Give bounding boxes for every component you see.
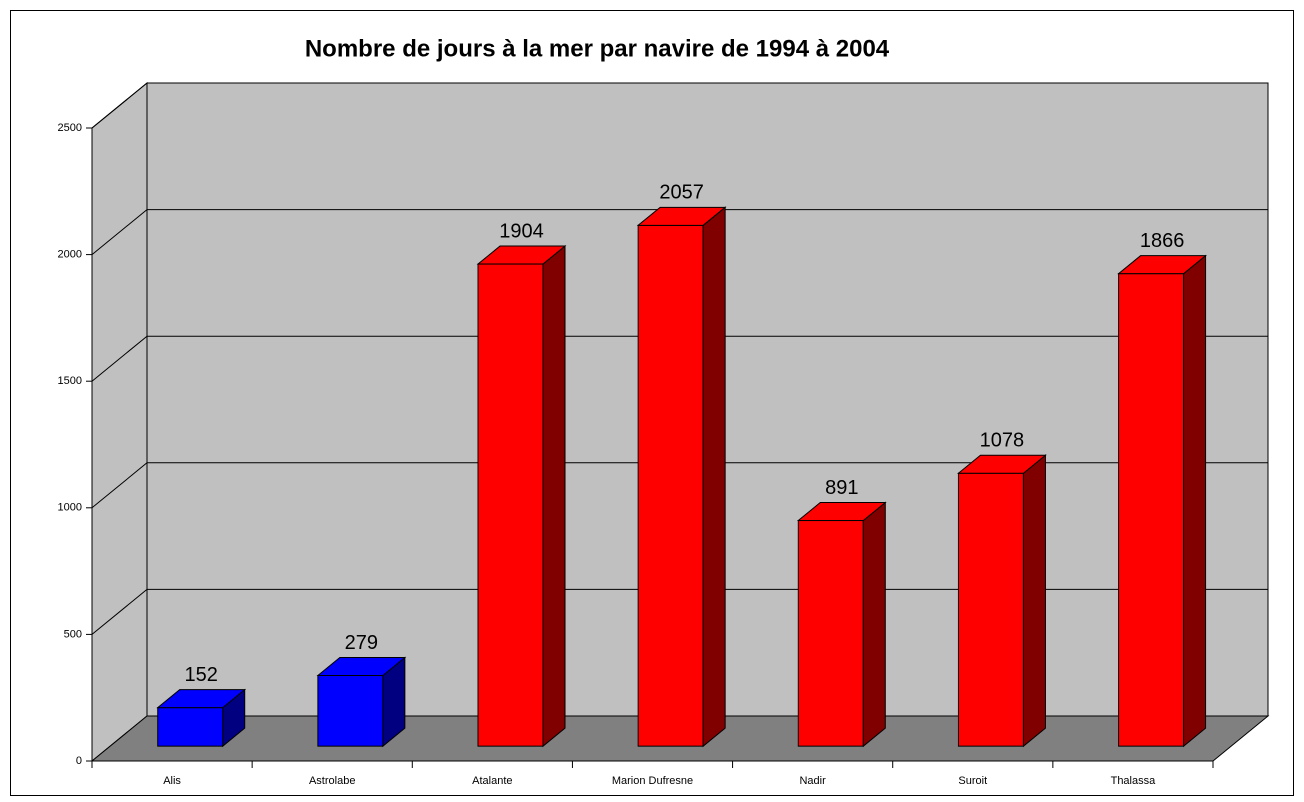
x-tick-label: Astrolabe: [309, 775, 355, 787]
x-tick-label: Alis: [163, 775, 181, 787]
value-label: 279: [345, 632, 378, 654]
value-label: 1866: [1140, 230, 1185, 252]
grid-line: [91, 209, 1268, 255]
bar-side: [702, 206, 726, 748]
bar-top: [1117, 255, 1207, 275]
x-tick-label: Thalassa: [1111, 775, 1157, 787]
bar-top: [476, 245, 567, 265]
x-tick-label: Nadir: [799, 775, 826, 787]
bar-top: [796, 502, 887, 522]
bar-top: [316, 657, 407, 677]
y-tick-label: 500: [64, 628, 82, 640]
grid-line: [91, 82, 1268, 129]
bar: [797, 520, 864, 747]
bar-top: [156, 689, 247, 709]
bar-side: [542, 245, 566, 748]
value-label: 152: [185, 664, 218, 686]
value-label: 2057: [659, 182, 704, 204]
bar-side: [862, 501, 886, 748]
grid-line: [91, 462, 1268, 509]
bar: [957, 472, 1024, 747]
value-label: 1078: [980, 429, 1025, 451]
x-tick-label: Marion Dufresne: [612, 775, 693, 787]
bar: [317, 675, 384, 747]
x-tick-label: Suroit: [958, 775, 987, 787]
y-tick-label: 1500: [58, 375, 82, 387]
bar: [1118, 273, 1185, 747]
y-tick-label: 0: [76, 755, 82, 767]
bar: [157, 707, 224, 747]
bar-top: [957, 454, 1047, 474]
grid-line: [91, 335, 1268, 382]
y-tick-label: 2500: [58, 122, 82, 134]
bar-top: [636, 206, 727, 226]
bar-side: [1022, 454, 1046, 748]
y-tick-label: 1000: [58, 502, 82, 514]
side-wall: [91, 81, 148, 763]
bar: [637, 224, 704, 747]
chart-title: Nombre de jours à la mer par navire de 1…: [305, 35, 890, 62]
x-tick-label: Atalante: [472, 775, 512, 787]
grid-line: [91, 588, 1268, 635]
value-label: 891: [825, 477, 858, 499]
bar-side: [1183, 254, 1207, 748]
value-label: 1904: [499, 220, 544, 242]
y-tick-label: 2000: [58, 249, 82, 261]
bar: [477, 263, 544, 747]
